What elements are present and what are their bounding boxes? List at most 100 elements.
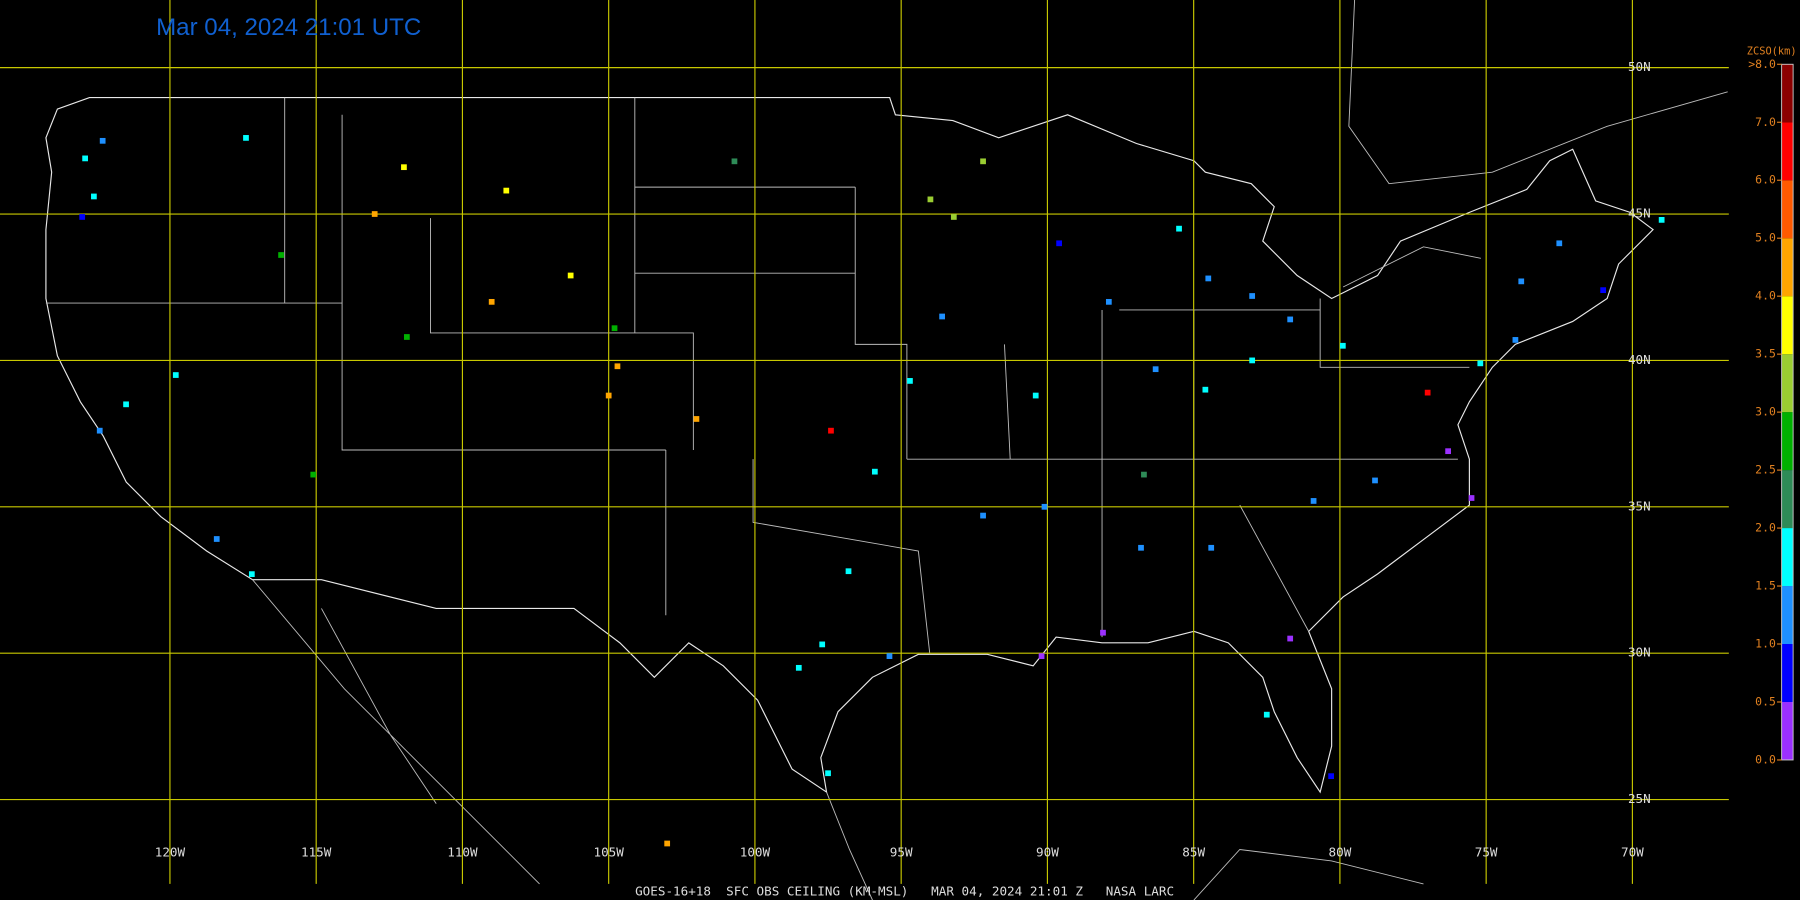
- station: [1424, 389, 1431, 396]
- station: [611, 325, 618, 332]
- latitude-label: 50N: [1628, 59, 1651, 74]
- colorbar-label: 2.0: [1755, 521, 1776, 535]
- station: [1249, 293, 1256, 299]
- footer: GOES-16+18 SFC OBS CEILING (KM-MSL) MAR …: [635, 883, 1174, 898]
- station: [82, 155, 88, 162]
- station: [605, 392, 612, 399]
- us-outline: [45, 97, 1654, 794]
- station: [243, 135, 249, 141]
- station: [1518, 278, 1525, 285]
- longitude-label: 110W: [447, 844, 478, 859]
- station: [488, 298, 495, 305]
- station: [91, 193, 97, 200]
- colorbar-title: ZCSO(km): [1747, 46, 1797, 58]
- neighbor-coasts: [252, 0, 1728, 900]
- station: [1152, 366, 1159, 373]
- colorbar-segment: [1781, 122, 1794, 181]
- latitude-label: 45N: [1628, 206, 1651, 221]
- station: [795, 664, 802, 671]
- longitude-label: 120W: [155, 844, 186, 859]
- station: [1468, 495, 1475, 501]
- station: [1263, 711, 1270, 718]
- station: [886, 653, 893, 659]
- grid: [0, 0, 1729, 884]
- colorbar-label: 6.0: [1755, 173, 1776, 187]
- station: [825, 770, 831, 777]
- latitude-label: 40N: [1628, 352, 1651, 367]
- colorbar-segment: [1781, 296, 1794, 355]
- colorbar-segment: [1781, 238, 1794, 297]
- colorbar-label: 4.0: [1755, 289, 1776, 303]
- station: [1556, 240, 1563, 247]
- longitude-label: 90W: [1036, 844, 1059, 859]
- station: [1105, 298, 1112, 305]
- station: [1512, 337, 1519, 343]
- station: [1310, 498, 1317, 504]
- longitude-label: 115W: [301, 844, 332, 859]
- station: [693, 416, 700, 422]
- station: [1038, 653, 1045, 659]
- station: [1100, 629, 1106, 636]
- longitude-label: 95W: [890, 844, 913, 859]
- station: [401, 164, 407, 171]
- station: [1205, 275, 1212, 282]
- station: [1287, 635, 1294, 642]
- station: [1287, 316, 1294, 323]
- station: [1138, 544, 1144, 551]
- colorbar-label: 2.5: [1755, 463, 1776, 477]
- latitude-label: 35N: [1628, 498, 1651, 513]
- station: [123, 401, 129, 408]
- station: [172, 372, 179, 378]
- station: [310, 471, 317, 478]
- station: [664, 840, 671, 847]
- station: [503, 187, 510, 194]
- colorbar-label: 0.5: [1755, 694, 1776, 708]
- station: [99, 137, 106, 144]
- station: [96, 427, 103, 434]
- station: [819, 641, 826, 648]
- state-lines: [45, 97, 1470, 655]
- station: [213, 536, 220, 542]
- station: [980, 512, 986, 519]
- station: [614, 363, 621, 370]
- station: [1202, 386, 1209, 393]
- colorbar-segment: [1781, 64, 1794, 123]
- station: [1141, 471, 1147, 478]
- longitude-label: 100W: [740, 844, 771, 859]
- colorbar-label: 0.0: [1755, 752, 1776, 766]
- station: [1041, 503, 1048, 510]
- colorbar-label: >8.0: [1748, 57, 1776, 71]
- colorbar-segment: [1781, 354, 1794, 413]
- longitude-label: 105W: [593, 844, 624, 859]
- colorbar-label: 7.0: [1755, 115, 1776, 129]
- colorbar-segment: [1781, 180, 1794, 239]
- latitude-label: 25N: [1628, 791, 1651, 806]
- station: [980, 158, 986, 165]
- colorbar-segment: [1781, 412, 1794, 471]
- colorbar-segment: [1781, 470, 1794, 529]
- colorbar-segment: [1781, 701, 1794, 760]
- longitude-label: 80W: [1329, 844, 1352, 859]
- stations: [79, 135, 1665, 847]
- station: [1208, 544, 1215, 551]
- station: [1056, 240, 1062, 247]
- colorbar-label: 1.0: [1755, 637, 1776, 651]
- station: [1339, 342, 1346, 349]
- map-title: Mar 04, 2024 21:01 UTC: [156, 14, 421, 41]
- colorbar-label: 3.0: [1755, 405, 1776, 419]
- longitude-label: 70W: [1621, 844, 1644, 859]
- colorbar-segment: [1781, 528, 1794, 587]
- longitude-label: 75W: [1475, 844, 1498, 859]
- station: [1249, 357, 1256, 364]
- station: [731, 158, 738, 165]
- colorbar-label: 5.0: [1755, 231, 1776, 245]
- station: [1176, 225, 1182, 232]
- station: [1600, 287, 1607, 294]
- colorbar-label: 3.5: [1755, 347, 1776, 361]
- colorbar: 0.0 0.5 1.0 1.5 2.0 2.5 3.0 3.5 4.0 5.0 6.0 7.0 >8.0…: [1747, 46, 1797, 767]
- station: [907, 378, 913, 384]
- longitude-label: 85W: [1182, 844, 1205, 859]
- station: [371, 211, 378, 217]
